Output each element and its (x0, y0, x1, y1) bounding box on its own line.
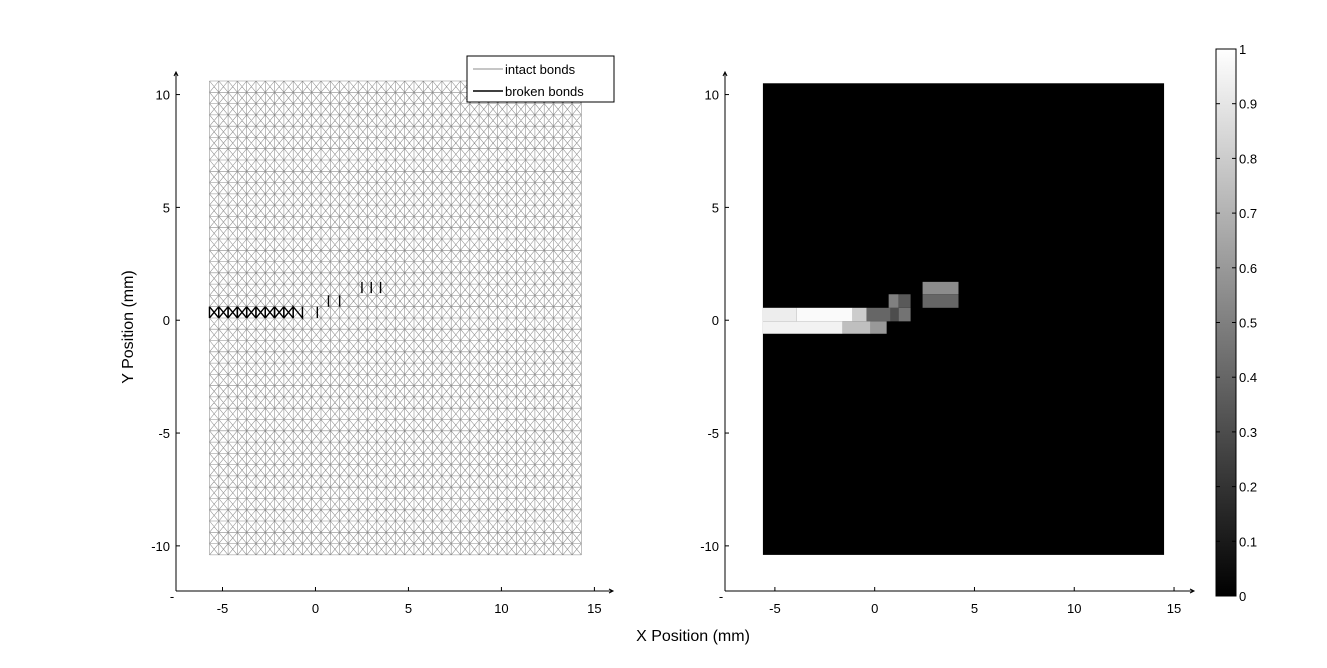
y-tick-label: -10 (700, 539, 719, 554)
heatmap-cell (762, 307, 797, 322)
x-axis-arrow (1189, 588, 1196, 594)
heatmap-cell (890, 307, 899, 322)
broken-bond (273, 306, 285, 319)
x-tick-label: 15 (587, 601, 601, 616)
colorbar-tick-label: 0.8 (1239, 151, 1257, 166)
broken-bond (236, 306, 248, 319)
y-axis-arrow (722, 70, 728, 77)
y-tick-label: -10 (151, 539, 170, 554)
colorbar-tick-label: 1 (1239, 42, 1246, 57)
heatmap-cell (922, 281, 959, 295)
heatmap-cell (922, 294, 959, 308)
origin-dash: - (170, 589, 174, 604)
colorbar: 0 0.1 0.2 0.3 0.4 0.5 0.6 0.7 0.8 0.9 1 (1215, 42, 1257, 604)
heatmap-cell (898, 307, 911, 322)
broken-bond (264, 306, 276, 319)
broken-bond (208, 306, 220, 319)
y-tick-label: 5 (712, 200, 719, 215)
y-tick-label: -5 (707, 426, 719, 441)
legend: intact bonds broken bonds (466, 55, 615, 103)
broken-bond (283, 306, 294, 319)
broken-bonds (208, 281, 382, 320)
x-tick-label: 5 (971, 601, 978, 616)
origin-dash: - (719, 589, 723, 604)
y-axis-arrow (173, 70, 179, 77)
x-tick-label: -5 (769, 601, 781, 616)
colorbar-tick-label: 0.9 (1239, 97, 1257, 112)
colorbar-tick-label: 0.2 (1239, 480, 1257, 495)
y-tick-label: 0 (712, 313, 719, 328)
y-axis-label: Y Position (mm) (120, 270, 137, 384)
x-tick-label: 15 (1167, 601, 1181, 616)
legend-label-broken: broken bonds (505, 84, 584, 99)
heatmap-plot: - -5 0 5 10 15 -10 -5 0 5 10 (700, 70, 1196, 616)
heatmap-cell (852, 307, 867, 322)
heatmap-cell (888, 294, 899, 308)
broken-bond (245, 306, 257, 319)
heatmap-cell (870, 321, 887, 334)
colorbar-tick-label: 0.4 (1239, 370, 1257, 385)
y-tick-label: 5 (163, 200, 170, 215)
colorbar-tick-label: 0.5 (1239, 316, 1257, 331)
x-axis-label: X Position (mm) (636, 628, 750, 645)
x-tick-label: 5 (405, 601, 412, 616)
broken-bond (227, 306, 239, 319)
heatmap-cell (898, 294, 911, 308)
legend-box (466, 55, 615, 103)
legend-label-intact: intact bonds (505, 62, 576, 77)
broken-bond (255, 306, 266, 319)
colorbar-tick-label: 0.6 (1239, 261, 1257, 276)
colorbar-tick-label: 0.7 (1239, 206, 1257, 221)
heatmap-cell (762, 321, 843, 334)
x-tick-label: 10 (494, 601, 508, 616)
y-tick-label: 10 (156, 88, 170, 103)
left-axes: - -5 0 5 10 15 -10 -5 0 5 10 (151, 70, 615, 616)
y-tick-label: 0 (163, 313, 170, 328)
heatmap-cells (762, 83, 1165, 555)
heatmap-cell (796, 307, 853, 322)
broken-bond (218, 306, 229, 319)
heatmap-cell (866, 307, 891, 322)
broken-bond (292, 304, 304, 320)
colorbar-ticks: 0 0.1 0.2 0.3 0.4 0.5 0.6 0.7 0.8 0.9 1 (1216, 42, 1257, 604)
y-tick-label: -5 (158, 426, 170, 441)
y-tick-label: 10 (705, 88, 719, 103)
x-tick-label: -5 (217, 601, 229, 616)
bond-lattice-plot: - -5 0 5 10 15 -10 -5 0 5 10 intact bonds broken b… (120, 55, 615, 616)
colorbar-tick-label: 0 (1239, 589, 1246, 604)
colorbar-tick-label: 0.3 (1239, 425, 1257, 440)
heatmap-cell (842, 321, 871, 334)
x-axis-arrow (608, 588, 615, 594)
x-tick-label: 10 (1067, 601, 1081, 616)
x-tick-label: 0 (312, 601, 319, 616)
right-axes: - -5 0 5 10 15 -10 -5 0 5 10 (700, 70, 1196, 616)
colorbar-tick-label: 0.1 (1239, 534, 1257, 549)
x-tick-label: 0 (871, 601, 878, 616)
